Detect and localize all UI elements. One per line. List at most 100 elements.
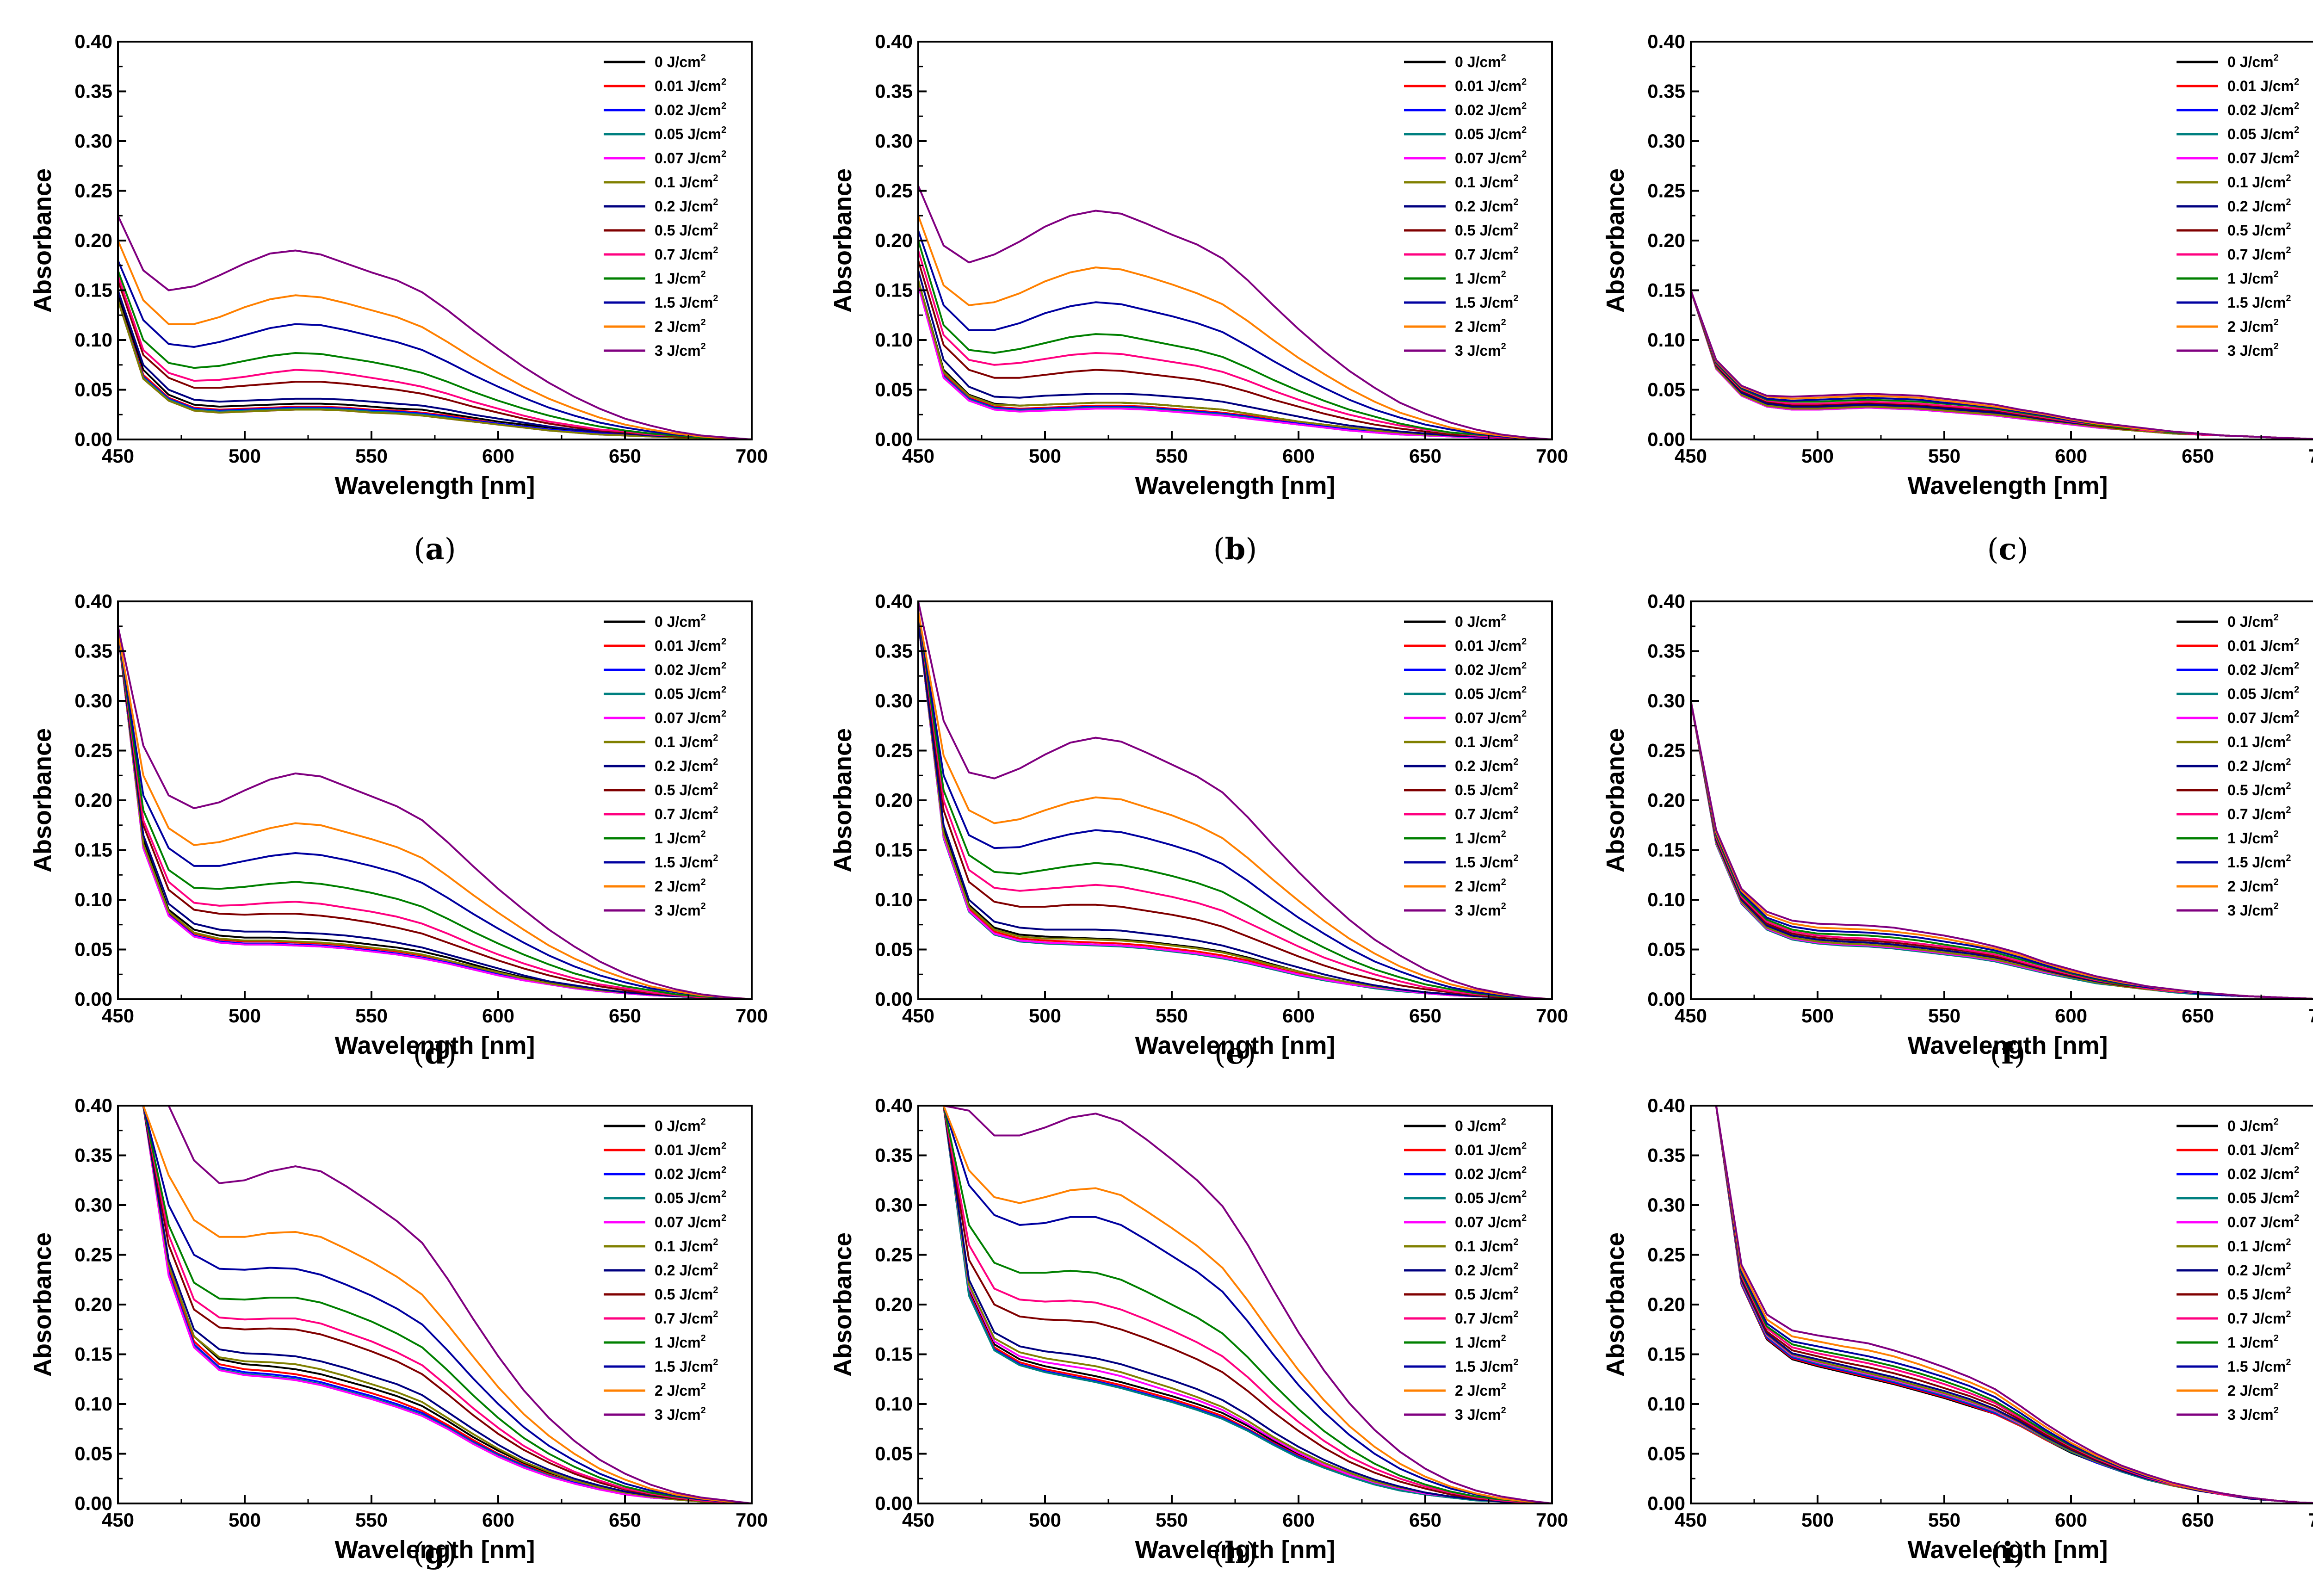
x-tick-label: 600	[482, 1509, 514, 1531]
series-line-11	[118, 240, 752, 439]
legend-superscript: 2	[2286, 1309, 2291, 1319]
legend-label: 1.5 J/cm2	[655, 293, 718, 311]
series-line-9	[142, 1106, 752, 1503]
x-tick-label: 550	[355, 1509, 388, 1531]
x-tick-label: 700	[1536, 1005, 1568, 1027]
legend-label: 3 J/cm2	[2227, 341, 2279, 359]
legend-superscript: 2	[2294, 685, 2299, 695]
legend-label: 0.02 J/cm2	[2227, 101, 2299, 118]
y-tick-label: 0.40	[1647, 1095, 1685, 1116]
legend-superscript: 2	[701, 877, 706, 887]
y-tick-label: 0.00	[1647, 428, 1685, 450]
x-tick-label: 450	[1675, 1509, 1707, 1531]
series-line-0	[1715, 1106, 2313, 1503]
y-tick-label: 0.30	[1647, 690, 1685, 711]
legend-superscript: 2	[713, 1357, 718, 1367]
panel-label-e: (e)	[1214, 1036, 1256, 1071]
series-line-4	[118, 631, 752, 999]
legend-label: 0.01 J/cm2	[2227, 637, 2299, 654]
legend-superscript: 2	[2294, 1165, 2299, 1175]
legend: 0 J/cm2 0.01 J/cm2 0.02 J/cm2 0.05 J/cm2 0.0…	[1404, 53, 1527, 359]
series-line-5	[1715, 1106, 2313, 1503]
legend-superscript: 2	[2274, 877, 2279, 887]
x-tick-label: 450	[902, 445, 934, 467]
legend-label: 0.02 J/cm2	[2227, 661, 2299, 678]
y-tick-label: 0.05	[875, 379, 913, 401]
x-tick-label: 600	[2055, 445, 2087, 467]
legend-label: 0 J/cm2	[1455, 1117, 1506, 1134]
y-tick-label: 0.15	[74, 839, 112, 861]
legend-label: 1.5 J/cm2	[2227, 293, 2291, 311]
legend-superscript: 2	[1513, 293, 1518, 303]
y-tick-label: 0.05	[74, 939, 112, 960]
x-tick-label: 550	[355, 445, 388, 467]
series-line-7	[918, 260, 1552, 439]
x-tick-label: 650	[2182, 1509, 2214, 1531]
legend-superscript: 2	[2274, 829, 2279, 839]
series-line-10	[918, 230, 1552, 439]
x-tick-label: 550	[1928, 1005, 1960, 1027]
legend-label: 0.2 J/cm2	[655, 197, 718, 215]
x-tick-label: 700	[2308, 1509, 2313, 1531]
legend-superscript: 2	[1513, 853, 1518, 863]
series-line-9	[918, 240, 1552, 439]
y-tick-label: 0.35	[74, 1144, 112, 1166]
series-line-10	[142, 1106, 752, 1503]
legend-label: 0.1 J/cm2	[2227, 173, 2291, 191]
legend-label: 0 J/cm2	[1455, 612, 1506, 630]
legend-superscript: 2	[2294, 77, 2299, 87]
y-tick-label: 0.25	[875, 740, 913, 761]
legend-superscript: 2	[713, 1261, 718, 1271]
plot-frame	[1690, 1105, 2313, 1504]
x-axis-title: Wavelength [nm]	[1135, 1032, 1335, 1059]
legend-superscript: 2	[2274, 53, 2279, 63]
y-tick-label: 0.15	[875, 279, 913, 301]
y-tick-label: 0.40	[1647, 31, 1685, 52]
series-line-10	[1715, 1106, 2313, 1503]
legend-superscript: 2	[1513, 221, 1518, 231]
legend-superscript: 2	[1521, 661, 1527, 671]
legend-label: 0.1 J/cm2	[2227, 733, 2291, 750]
legend-label: 3 J/cm2	[1455, 341, 1506, 359]
legend-label: 0 J/cm2	[655, 612, 706, 630]
legend-superscript: 2	[1521, 709, 1527, 719]
y-tick-label: 0.10	[74, 329, 112, 351]
legend-superscript: 2	[2274, 1381, 2279, 1392]
legend-label: 1 J/cm2	[1455, 829, 1506, 847]
legend-label: 2 J/cm2	[2227, 317, 2279, 335]
series-lines	[918, 601, 1552, 999]
y-axis-title: Absorbance	[29, 1232, 56, 1377]
y-tick-label: 0.30	[74, 690, 112, 711]
legend-superscript: 2	[1501, 829, 1506, 839]
legend-label: 0.2 J/cm2	[1455, 197, 1518, 215]
legend-label: 0.02 J/cm2	[655, 661, 726, 678]
series-line-10	[1691, 700, 2313, 999]
legend-superscript: 2	[721, 661, 726, 671]
legend-superscript: 2	[701, 829, 706, 839]
legend-label: 1.5 J/cm2	[1455, 853, 1518, 871]
legend-label: 3 J/cm2	[1455, 901, 1506, 919]
series-line-6	[918, 270, 1552, 439]
series-line-9	[918, 611, 1552, 999]
legend-superscript: 2	[713, 781, 718, 791]
legend-superscript: 2	[721, 1189, 726, 1199]
legend-label: 0.02 J/cm2	[1455, 661, 1527, 678]
legend-superscript: 2	[1501, 1405, 1506, 1416]
legend-label: 1.5 J/cm2	[1455, 1357, 1518, 1375]
legend-label: 2 J/cm2	[655, 1381, 706, 1399]
legend-label: 0.1 J/cm2	[655, 1237, 718, 1255]
legend-superscript: 2	[2286, 733, 2291, 743]
legend-label: 0.7 J/cm2	[655, 805, 718, 823]
x-tick-label: 450	[102, 445, 134, 467]
x-tick-label: 650	[1409, 445, 1441, 467]
legend-label: 0.5 J/cm2	[2227, 221, 2291, 239]
legend-superscript: 2	[721, 1141, 726, 1151]
x-tick-label: 650	[1409, 1005, 1441, 1027]
legend-label: 2 J/cm2	[2227, 1381, 2279, 1399]
legend-label: 2 J/cm2	[655, 317, 706, 335]
legend-label: 0.07 J/cm2	[655, 709, 726, 726]
x-tick-label: 600	[482, 1005, 514, 1027]
legend-superscript: 2	[713, 1309, 718, 1319]
series-line-11	[918, 215, 1552, 439]
